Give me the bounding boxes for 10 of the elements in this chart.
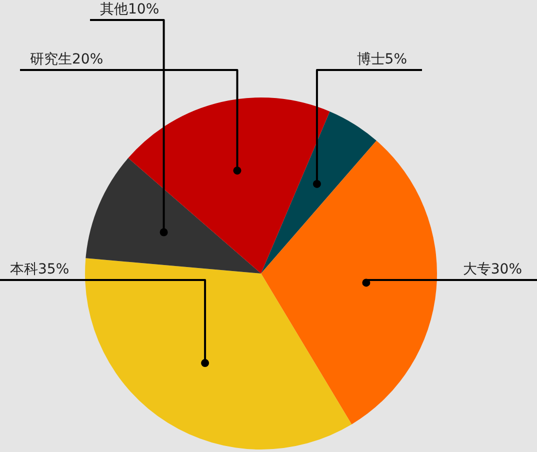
- data-label: 5%: [384, 52, 408, 68]
- slice-label: 其他: [100, 2, 128, 18]
- data-label: 35%: [38, 262, 70, 278]
- slice-label: 本科: [10, 262, 38, 278]
- slice-label: 博士: [356, 52, 385, 68]
- slice-label: 大专: [462, 262, 491, 278]
- slice-label: 研究生: [30, 52, 72, 68]
- data-label: 10%: [128, 2, 160, 18]
- data-label: 30%: [490, 262, 522, 278]
- data-label: 20%: [72, 52, 104, 68]
